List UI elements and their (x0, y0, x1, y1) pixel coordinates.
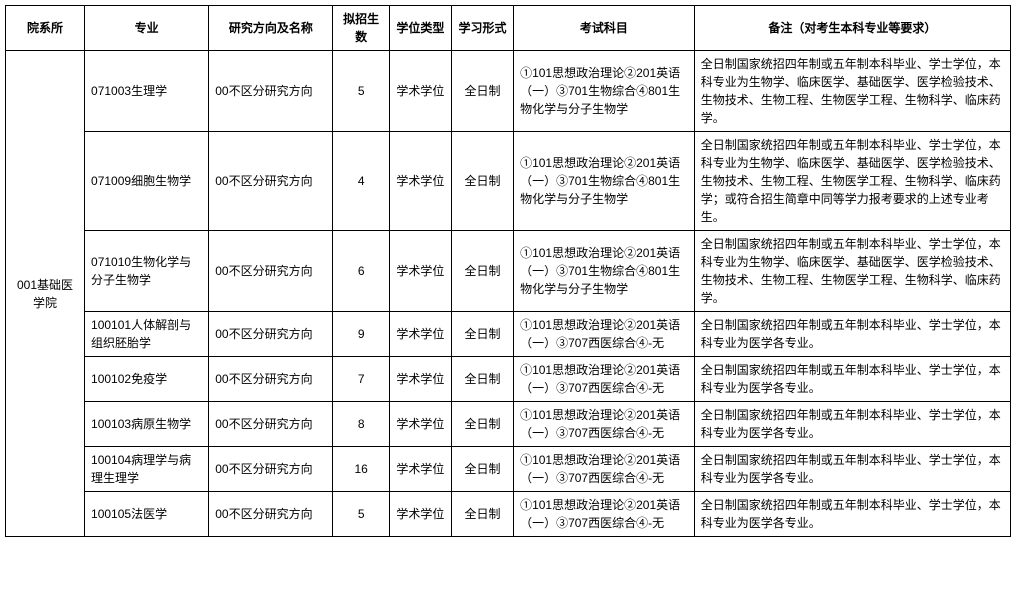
enroll-cell: 5 (333, 51, 389, 132)
direction-cell: 00不区分研究方向 (209, 132, 333, 231)
table-row: 071010生物化学与分子生物学00不区分研究方向6学术学位全日制①101思想政… (6, 231, 1011, 312)
degree-cell: 学术学位 (389, 492, 451, 537)
enroll-cell: 4 (333, 132, 389, 231)
major-cell: 100105法医学 (85, 492, 209, 537)
major-cell: 071010生物化学与分子生物学 (85, 231, 209, 312)
exam-cell: ①101思想政治理论②201英语（一）③707西医综合④-无 (514, 312, 695, 357)
enroll-cell: 6 (333, 231, 389, 312)
degree-cell: 学术学位 (389, 312, 451, 357)
degree-cell: 学术学位 (389, 447, 451, 492)
header-note: 备注（对考生本科专业等要求） (694, 6, 1010, 51)
dept-cell: 001基础医学院 (6, 51, 85, 537)
major-cell: 071009细胞生物学 (85, 132, 209, 231)
table-row: 100104病理学与病理生理学00不区分研究方向16学术学位全日制①101思想政… (6, 447, 1011, 492)
header-enroll: 拟招生数 (333, 6, 389, 51)
enroll-cell: 16 (333, 447, 389, 492)
note-cell: 全日制国家统招四年制或五年制本科毕业、学士学位，本科专业为生物学、临床医学、基础… (694, 51, 1010, 132)
admissions-table: 院系所 专业 研究方向及名称 拟招生数 学位类型 学习形式 考试科目 备注（对考… (5, 5, 1011, 537)
mode-cell: 全日制 (451, 231, 513, 312)
direction-cell: 00不区分研究方向 (209, 357, 333, 402)
degree-cell: 学术学位 (389, 402, 451, 447)
major-cell: 100103病原生物学 (85, 402, 209, 447)
enroll-cell: 8 (333, 402, 389, 447)
exam-cell: ①101思想政治理论②201英语（一）③707西医综合④-无 (514, 492, 695, 537)
major-cell: 100101人体解剖与组织胚胎学 (85, 312, 209, 357)
direction-cell: 00不区分研究方向 (209, 402, 333, 447)
direction-cell: 00不区分研究方向 (209, 447, 333, 492)
degree-cell: 学术学位 (389, 231, 451, 312)
note-cell: 全日制国家统招四年制或五年制本科毕业、学士学位，本科专业为生物学、临床医学、基础… (694, 132, 1010, 231)
header-mode: 学习形式 (451, 6, 513, 51)
enroll-cell: 9 (333, 312, 389, 357)
mode-cell: 全日制 (451, 357, 513, 402)
table-row: 100105法医学00不区分研究方向5学术学位全日制①101思想政治理论②201… (6, 492, 1011, 537)
table-row: 100101人体解剖与组织胚胎学00不区分研究方向9学术学位全日制①101思想政… (6, 312, 1011, 357)
major-cell: 100104病理学与病理生理学 (85, 447, 209, 492)
direction-cell: 00不区分研究方向 (209, 231, 333, 312)
header-exam: 考试科目 (514, 6, 695, 51)
note-cell: 全日制国家统招四年制或五年制本科毕业、学士学位，本科专业为医学各专业。 (694, 492, 1010, 537)
degree-cell: 学术学位 (389, 357, 451, 402)
mode-cell: 全日制 (451, 132, 513, 231)
mode-cell: 全日制 (451, 51, 513, 132)
exam-cell: ①101思想政治理论②201英语（一）③701生物综合④801生物化学与分子生物… (514, 51, 695, 132)
note-cell: 全日制国家统招四年制或五年制本科毕业、学士学位，本科专业为医学各专业。 (694, 402, 1010, 447)
enroll-cell: 5 (333, 492, 389, 537)
mode-cell: 全日制 (451, 402, 513, 447)
major-cell: 071003生理学 (85, 51, 209, 132)
note-cell: 全日制国家统招四年制或五年制本科毕业、学士学位，本科专业为医学各专业。 (694, 312, 1010, 357)
enroll-cell: 7 (333, 357, 389, 402)
exam-cell: ①101思想政治理论②201英语（一）③707西医综合④-无 (514, 357, 695, 402)
note-cell: 全日制国家统招四年制或五年制本科毕业、学士学位，本科专业为生物学、临床医学、基础… (694, 231, 1010, 312)
header-major: 专业 (85, 6, 209, 51)
direction-cell: 00不区分研究方向 (209, 312, 333, 357)
exam-cell: ①101思想政治理论②201英语（一）③707西医综合④-无 (514, 447, 695, 492)
degree-cell: 学术学位 (389, 51, 451, 132)
table-row: 100103病原生物学00不区分研究方向8学术学位全日制①101思想政治理论②2… (6, 402, 1011, 447)
direction-cell: 00不区分研究方向 (209, 51, 333, 132)
table-row: 071009细胞生物学00不区分研究方向4学术学位全日制①101思想政治理论②2… (6, 132, 1011, 231)
mode-cell: 全日制 (451, 492, 513, 537)
table-row: 001基础医学院071003生理学00不区分研究方向5学术学位全日制①101思想… (6, 51, 1011, 132)
header-row: 院系所 专业 研究方向及名称 拟招生数 学位类型 学习形式 考试科目 备注（对考… (6, 6, 1011, 51)
exam-cell: ①101思想政治理论②201英语（一）③707西医综合④-无 (514, 402, 695, 447)
header-degree: 学位类型 (389, 6, 451, 51)
header-direction: 研究方向及名称 (209, 6, 333, 51)
table-row: 100102免疫学00不区分研究方向7学术学位全日制①101思想政治理论②201… (6, 357, 1011, 402)
direction-cell: 00不区分研究方向 (209, 492, 333, 537)
degree-cell: 学术学位 (389, 132, 451, 231)
note-cell: 全日制国家统招四年制或五年制本科毕业、学士学位，本科专业为医学各专业。 (694, 447, 1010, 492)
mode-cell: 全日制 (451, 312, 513, 357)
exam-cell: ①101思想政治理论②201英语（一）③701生物综合④801生物化学与分子生物… (514, 231, 695, 312)
exam-cell: ①101思想政治理论②201英语（一）③701生物综合④801生物化学与分子生物… (514, 132, 695, 231)
major-cell: 100102免疫学 (85, 357, 209, 402)
header-dept: 院系所 (6, 6, 85, 51)
mode-cell: 全日制 (451, 447, 513, 492)
note-cell: 全日制国家统招四年制或五年制本科毕业、学士学位，本科专业为医学各专业。 (694, 357, 1010, 402)
